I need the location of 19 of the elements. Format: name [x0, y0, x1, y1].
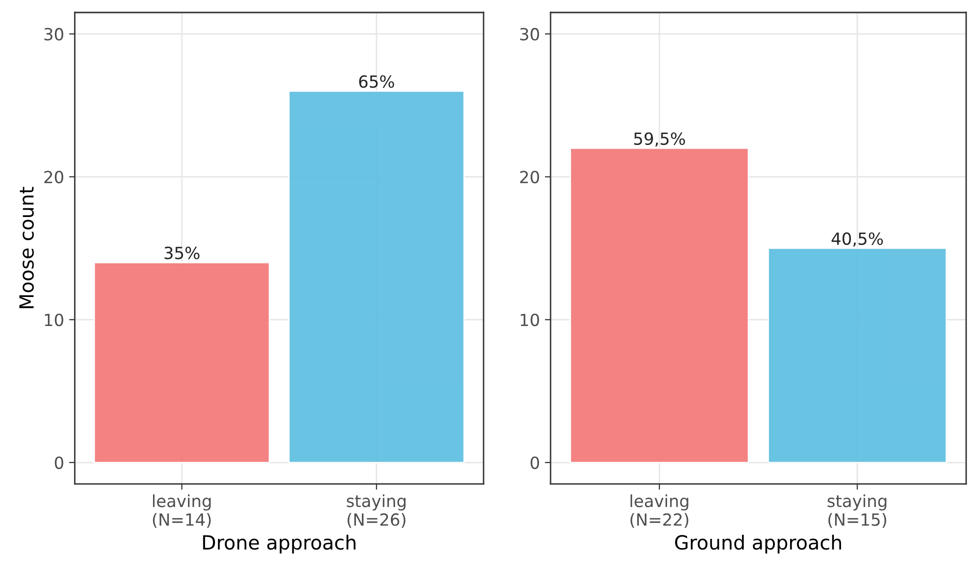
y-tick-label: 30 — [520, 28, 540, 40]
y-tick-label: 0 — [530, 456, 540, 470]
x-axis-title: Drone approach — [203, 534, 356, 554]
annotation: 35% — [164, 246, 200, 260]
x-tick-label: staying (N=15) — [828, 494, 886, 528]
y-tick-label: 0 — [54, 456, 64, 470]
y-tick-label: 20 — [44, 170, 64, 184]
x-axis-title: Ground approach — [675, 534, 842, 554]
y-tick-label: 10 — [44, 314, 64, 326]
annotation: 40,5% — [832, 232, 883, 247]
annotation: 59,5% — [634, 132, 685, 147]
x-tick-label: leaving (N=22) — [630, 494, 688, 528]
y-tick-label: 20 — [520, 170, 540, 184]
x-tick-label: staying (N=26) — [346, 494, 406, 528]
annotation: 65% — [359, 75, 394, 88]
y-tick-label: 30 — [44, 28, 64, 40]
x-tick-label: leaving (N=14) — [152, 494, 211, 528]
y-tick-label: 10 — [520, 314, 540, 326]
y-axis-title: Moose count — [19, 186, 34, 308]
